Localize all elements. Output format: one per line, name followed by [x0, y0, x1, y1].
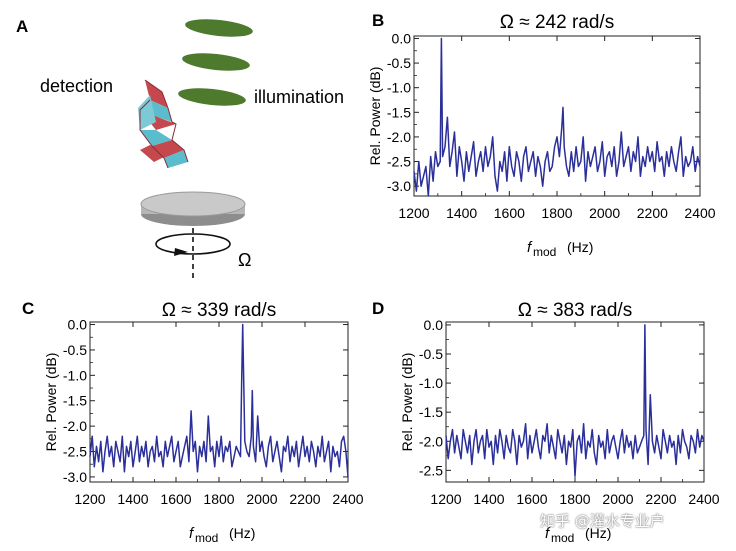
x-tick-label: 2400 — [684, 205, 715, 221]
y-tick-label: -2.0 — [419, 433, 443, 449]
x-tick-label: 1400 — [446, 205, 477, 221]
y-tick-label: -0.5 — [63, 342, 87, 358]
y-tick-label: -3.0 — [387, 178, 411, 194]
x-axis-unit: (Hz) — [585, 525, 611, 541]
panel-letter: C — [22, 299, 34, 318]
x-tick-label: 1600 — [160, 491, 191, 507]
series-line — [413, 37, 701, 197]
panel-a-letter: A — [16, 17, 28, 36]
y-tick-label: -1.5 — [419, 404, 443, 420]
x-axis-label-sub: mod — [551, 531, 574, 545]
x-tick-label: 2000 — [246, 491, 277, 507]
y-tick-label: -1.5 — [63, 393, 87, 409]
y-tick-label: -0.5 — [419, 346, 443, 362]
helix-structure-icon — [138, 79, 189, 169]
panel-letter: B — [372, 11, 384, 30]
y-tick-label: -2.0 — [63, 418, 87, 434]
chart-panel-b: B Ω ≈ 242 rad/s 1200 1400 1600 1800 2000 2200 24… — [368, 11, 716, 259]
chart-panel-c: C Ω ≈ 339 rad/s 1200 1400 1600 1800 2000 2200 24… — [22, 299, 364, 545]
x-tick-label: 1600 — [516, 491, 547, 507]
illumination-beams — [178, 19, 253, 106]
y-axis-label: Rel. Power (dB) — [43, 353, 59, 452]
panel-a-illustration: A detection illumination Ω — [16, 17, 344, 282]
x-tick-label: 2000 — [602, 491, 633, 507]
y-axis-label: Rel. Power (dB) — [399, 353, 415, 452]
x-tick-label: 1200 — [398, 205, 429, 221]
chart-title: Ω ≈ 339 rad/s — [162, 300, 276, 321]
x-tick-label: 1800 — [203, 491, 234, 507]
x-axis-unit: (Hz) — [229, 525, 255, 541]
chart-panel-d: D Ω ≈ 383 rad/s 1200 1400 1600 1800 2000 2200 24… — [372, 299, 720, 545]
x-tick-label: 1400 — [473, 491, 504, 507]
x-tick-label: 1800 — [541, 205, 572, 221]
x-axis-label-sub: mod — [533, 245, 556, 259]
watermark: 知乎 @灌水专业户 — [540, 512, 665, 530]
sample-disc-icon — [140, 191, 246, 226]
x-tick-label: 1400 — [117, 491, 148, 507]
x-tick-label: 2000 — [589, 205, 620, 221]
x-axis-unit: (Hz) — [567, 239, 593, 255]
x-tick-label: 2200 — [645, 491, 676, 507]
y-axis-label: Rel. Power (dB) — [368, 67, 383, 166]
x-tick-label: 2200 — [637, 205, 668, 221]
y-tick-label: -0.5 — [387, 55, 411, 71]
y-tick-label: 0.0 — [424, 317, 444, 333]
y-tick-label: -1.0 — [63, 367, 87, 383]
y-tick-label: 0.0 — [392, 30, 412, 46]
y-tick-label: -1.0 — [419, 375, 443, 391]
x-tick-label: 1200 — [74, 491, 105, 507]
omega-label: Ω — [238, 250, 251, 270]
x-axis-label: f — [189, 525, 195, 542]
y-tick-label: 0.0 — [68, 317, 88, 333]
x-tick-label: 1800 — [559, 491, 590, 507]
series-line — [445, 324, 705, 477]
series-line — [89, 323, 349, 477]
detection-label: detection — [40, 76, 113, 96]
x-tick-label: 2400 — [688, 491, 719, 507]
y-tick-label: -2.5 — [419, 462, 443, 478]
rotation-arrow-icon — [155, 233, 231, 256]
illumination-label: illumination — [254, 87, 344, 107]
y-tick-label: -1.5 — [387, 104, 411, 120]
y-tick-label: -2.0 — [387, 129, 411, 145]
chart-title: Ω ≈ 383 rad/s — [518, 300, 632, 321]
x-tick-label: 2400 — [332, 491, 363, 507]
panel-letter: D — [372, 299, 384, 318]
y-tick-label: -2.5 — [63, 444, 87, 460]
y-tick-label: -3.0 — [63, 469, 87, 485]
x-axis-label: f — [545, 525, 551, 542]
y-tick-label: -1.0 — [387, 80, 411, 96]
x-axis-label: f — [527, 239, 533, 256]
x-axis-label-sub: mod — [195, 531, 218, 545]
chart-title: Ω ≈ 242 rad/s — [500, 12, 614, 33]
x-tick-label: 2200 — [289, 491, 320, 507]
x-tick-label: 1600 — [494, 205, 525, 221]
x-tick-label: 1200 — [430, 491, 461, 507]
y-tick-label: -2.5 — [387, 154, 411, 170]
